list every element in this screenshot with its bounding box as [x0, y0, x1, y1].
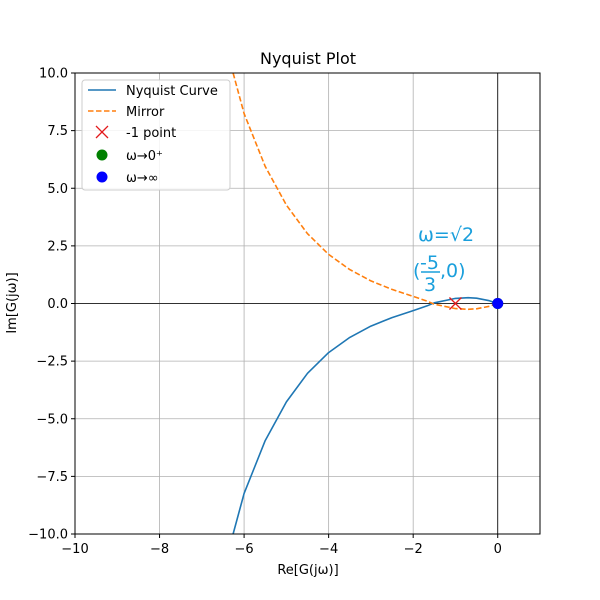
legend-label-omega-inf: ω→∞ — [126, 171, 159, 186]
legend-swatch-green-dot — [96, 149, 108, 161]
annotation-omega-text: ω=√2 — [418, 224, 474, 246]
legend-label-nyquist: Nyquist Curve — [126, 84, 218, 99]
series-line-nyquist-curve — [232, 296, 498, 535]
series-layer — [232, 72, 498, 535]
y-tick-label: −2.5 — [36, 355, 68, 370]
legend-swatch-blue-dot — [96, 171, 108, 183]
x-tick-label: −2 — [404, 542, 423, 557]
legend-item-nyquist: Nyquist Curve — [88, 84, 218, 99]
y-tick-label: 10.0 — [39, 67, 68, 82]
legend-item-omega-zero: ω→0⁺ — [96, 149, 163, 164]
annotation-point-open: ( — [413, 260, 420, 282]
y-axis-label: Im[G(jω)] — [5, 272, 20, 333]
y-axis-ticks: −10.0 −7.5 −5.0 −2.5 0.0 2.5 5.0 7.5 10.0 — [28, 67, 75, 543]
legend-label-minus-one: -1 point — [126, 126, 176, 141]
x-axis-label: Re[G(jω)] — [277, 563, 338, 578]
legend-label-mirror: Mirror — [126, 105, 165, 120]
y-tick-label: 2.5 — [47, 239, 68, 254]
chart-title: Nyquist Plot — [260, 49, 356, 68]
annotation-point-den: 3 — [424, 274, 436, 296]
annotation-point-num: -5 — [420, 252, 439, 274]
y-tick-label: −5.0 — [36, 412, 68, 427]
x-tick-label: −8 — [150, 542, 169, 557]
y-tick-label: 7.5 — [47, 124, 68, 139]
legend-item-mirror: Mirror — [88, 105, 165, 120]
point-marker-omega-inf — [492, 298, 504, 309]
y-tick-label: −10.0 — [28, 528, 68, 543]
x-tick-label: −10 — [61, 542, 88, 557]
legend-box — [81, 79, 231, 191]
y-tick-label: 0.0 — [47, 297, 68, 312]
y-tick-label: −7.5 — [36, 470, 68, 485]
x-tick-label: −6 — [235, 542, 254, 557]
legend-swatch-x-marker — [95, 125, 109, 139]
legend-item-omega-inf: ω→∞ — [96, 171, 159, 186]
points-layer — [448, 297, 504, 310]
legend-item-minus-one: -1 point — [95, 125, 176, 141]
y-tick-label: 5.0 — [47, 182, 68, 197]
annotation-omega: ω=√2 — [418, 224, 474, 246]
x-tick-label: −4 — [319, 542, 338, 557]
point-marker-minus-one — [448, 297, 462, 310]
x-tick-label: 0 — [494, 542, 502, 557]
x-axis-ticks: −10 −8 −6 −4 −2 0 — [61, 534, 502, 557]
legend-label-omega-zero: ω→0⁺ — [126, 149, 163, 164]
legend: Nyquist Curve Mirror -1 point ω→0⁺ ω→∞ — [81, 79, 231, 191]
annotation-point: ( -5 3 ,0) — [413, 252, 466, 296]
annotation-point-close: ,0) — [440, 260, 466, 282]
series-line-mirror — [232, 72, 498, 311]
